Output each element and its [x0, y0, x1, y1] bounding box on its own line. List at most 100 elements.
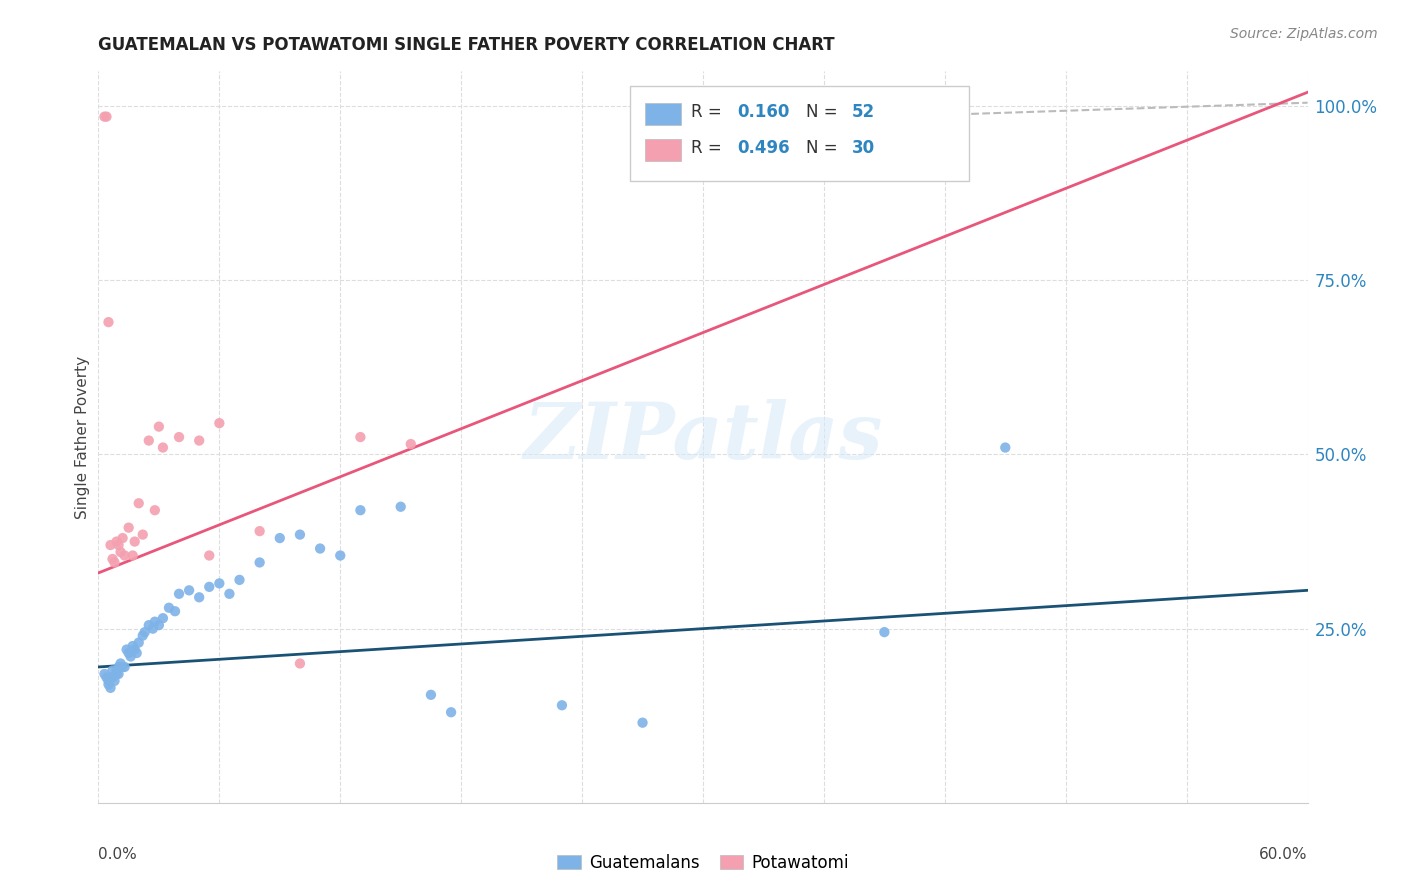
Point [128, 496, 150, 510]
Point [249, 556, 271, 570]
Point [110, 545, 132, 559]
Text: Source: ZipAtlas.com: Source: ZipAtlas.com [1230, 27, 1378, 41]
Point [148, 419, 170, 434]
Point [124, 642, 146, 657]
Point [198, 580, 221, 594]
Point [121, 549, 143, 563]
Point [152, 611, 174, 625]
Point [118, 646, 141, 660]
Point [101, 552, 124, 566]
Text: 60.0%: 60.0% [1260, 847, 1308, 862]
Point [121, 639, 143, 653]
Point [128, 635, 150, 649]
Point [349, 430, 371, 444]
Point [218, 587, 240, 601]
Point [105, 534, 128, 549]
Point [208, 576, 231, 591]
Point [163, 604, 186, 618]
Point [114, 660, 136, 674]
Point [105, 664, 128, 678]
Point [111, 660, 134, 674]
Text: N =: N = [806, 103, 842, 120]
Point [228, 573, 250, 587]
Text: GUATEMALAN VS POTAWATOMI SINGLE FATHER POVERTY CORRELATION CHART: GUATEMALAN VS POTAWATOMI SINGLE FATHER P… [98, 36, 835, 54]
Text: ZIPatlas: ZIPatlas [523, 399, 883, 475]
Point [97, 677, 120, 691]
Text: R =: R = [690, 103, 727, 120]
Point [101, 664, 124, 678]
Point [198, 549, 221, 563]
Point [132, 629, 155, 643]
Point [124, 534, 146, 549]
Point [142, 622, 165, 636]
Point [994, 441, 1017, 455]
Point [309, 541, 332, 556]
Point [167, 587, 190, 601]
Point [93, 667, 115, 681]
Point [101, 670, 124, 684]
Point [551, 698, 574, 713]
FancyBboxPatch shape [630, 86, 969, 181]
Point [269, 531, 291, 545]
Point [631, 715, 654, 730]
Point [132, 527, 155, 541]
Point [118, 521, 141, 535]
Point [103, 556, 125, 570]
Point [440, 705, 463, 719]
Point [100, 670, 122, 684]
Point [100, 538, 122, 552]
Y-axis label: Single Father Poverty: Single Father Poverty [75, 356, 90, 518]
Point [188, 434, 211, 448]
Point [134, 625, 156, 640]
Point [329, 549, 352, 563]
Point [100, 681, 122, 695]
Point [288, 527, 311, 541]
Point [873, 110, 896, 124]
Point [93, 110, 115, 124]
Point [873, 625, 896, 640]
Point [389, 500, 412, 514]
Point [111, 531, 134, 545]
Point [110, 657, 132, 671]
Point [138, 618, 160, 632]
Point [97, 315, 120, 329]
Point [115, 642, 138, 657]
Point [97, 673, 120, 688]
Point [167, 430, 190, 444]
FancyBboxPatch shape [645, 139, 682, 161]
Point [772, 113, 794, 128]
Text: R =: R = [690, 139, 727, 157]
Point [188, 591, 211, 605]
Point [107, 538, 129, 552]
Point [125, 646, 148, 660]
FancyBboxPatch shape [645, 103, 682, 125]
Legend: Guatemalans, Potawatomi: Guatemalans, Potawatomi [551, 847, 855, 879]
Point [96, 670, 118, 684]
Point [399, 437, 422, 451]
Text: 0.0%: 0.0% [98, 847, 138, 862]
Point [143, 503, 166, 517]
Text: 30: 30 [852, 139, 875, 157]
Text: 0.160: 0.160 [737, 103, 789, 120]
Point [96, 110, 118, 124]
Point [157, 600, 180, 615]
Text: 52: 52 [852, 103, 875, 120]
Point [208, 416, 231, 430]
Point [107, 660, 129, 674]
Point [103, 673, 125, 688]
Point [152, 441, 174, 455]
Point [107, 667, 129, 681]
Point [179, 583, 201, 598]
Text: N =: N = [806, 139, 842, 157]
Text: 0.496: 0.496 [737, 139, 790, 157]
Point [120, 649, 142, 664]
Point [349, 503, 371, 517]
Point [249, 524, 271, 538]
Point [420, 688, 443, 702]
Point [114, 549, 136, 563]
Point [143, 615, 166, 629]
Point [105, 667, 128, 681]
Point [288, 657, 311, 671]
Point [138, 434, 160, 448]
Point [148, 618, 170, 632]
